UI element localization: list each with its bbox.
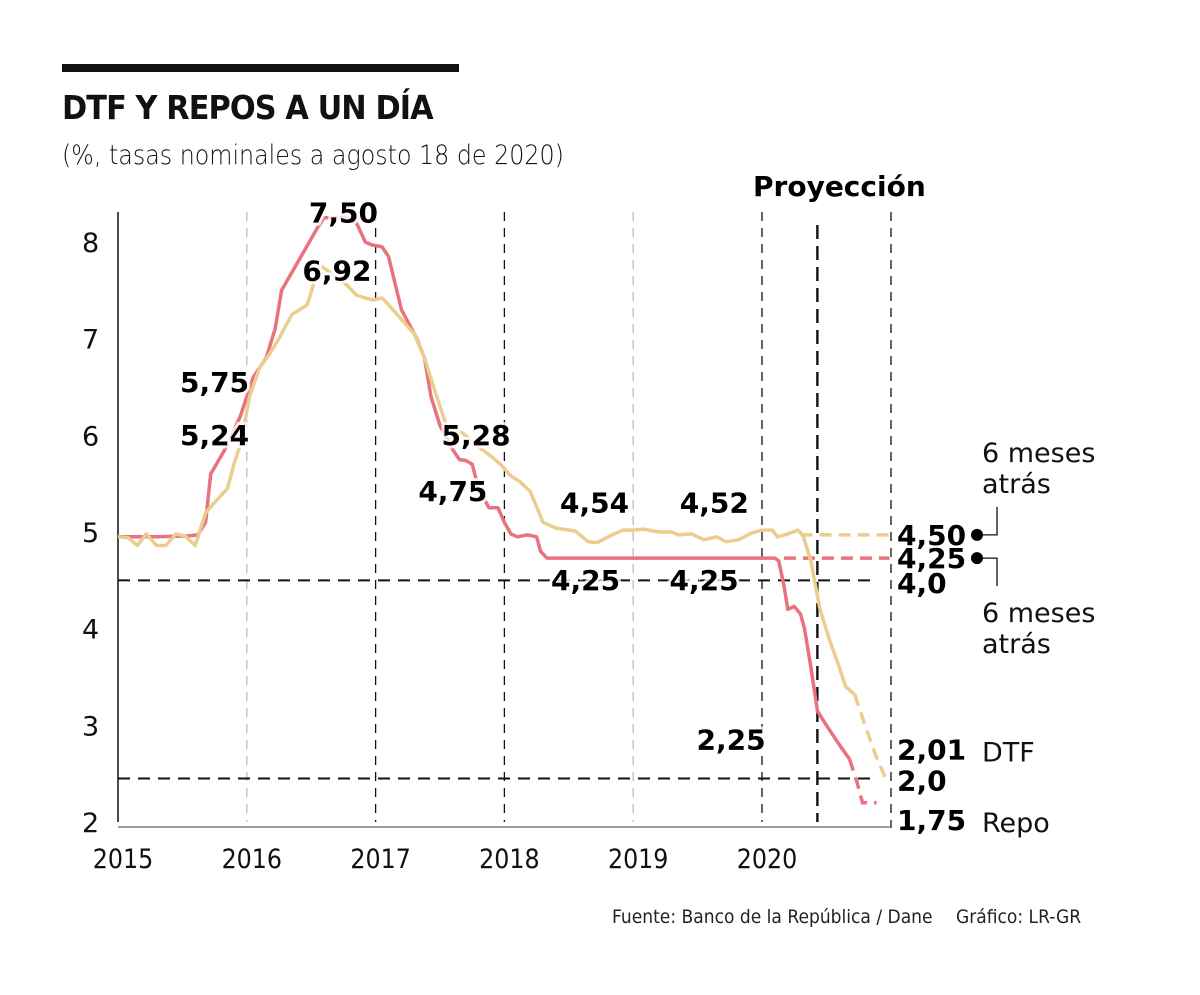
- y-tick-label: 8: [82, 228, 99, 259]
- end-value-label: 4,50: [897, 519, 966, 552]
- y-tick-label: 2: [82, 808, 99, 839]
- note-text: 6 meses: [982, 598, 1095, 629]
- data-label: 6,92: [302, 255, 371, 288]
- data-label: 5,75: [180, 366, 249, 399]
- x-tick-label: 2020: [737, 843, 797, 875]
- x-tick-label: 2017: [350, 843, 410, 875]
- end-value-label: 4,25: [897, 542, 966, 575]
- repo-projection-line: [847, 758, 877, 805]
- source-note: Fuente: Banco de la República / Dane: [612, 906, 933, 928]
- data-label: 5,28: [442, 419, 511, 452]
- series-lines: [117, 216, 890, 805]
- data-label: 4,25: [669, 564, 738, 597]
- note-text: atrás: [982, 469, 1051, 500]
- chart-title: DTF Y REPOS A UN DÍA: [62, 88, 434, 127]
- annotations: 7,50 6,92 5,75 5,24 5,28 4,75 4,54 4,52 4,25 4,25…: [177, 194, 769, 760]
- chart-subtitle: (%, tasas nominales a agosto 18 de 2020): [62, 140, 564, 171]
- end-value-label: 4,0: [897, 567, 947, 600]
- note-connector: [983, 506, 998, 536]
- dtf-projection-line: [853, 693, 888, 780]
- data-label: 4,25: [551, 564, 620, 597]
- data-label: 4,54: [560, 487, 629, 520]
- x-tick-label: 2019: [608, 843, 668, 875]
- footer: Fuente: Banco de la República / Dane Gráf…: [612, 906, 1105, 928]
- note-text: 6 meses: [982, 438, 1095, 469]
- title-rule: [62, 64, 459, 72]
- data-label: 7,50: [309, 197, 378, 230]
- y-tick-label: 5: [82, 518, 99, 549]
- x-tick-label: 2015: [93, 843, 153, 875]
- y-tick-label: 6: [82, 421, 99, 452]
- end-value-label: 2,01: [897, 733, 966, 766]
- end-value-label: 1,75: [897, 804, 966, 837]
- dtf-line: [117, 264, 856, 696]
- data-label: 4,52: [680, 487, 749, 520]
- legend-repo: Repo: [982, 808, 1050, 839]
- axes: 2015 2016 2017 2018 2019 2020 2 3 4 5 6 7 8: [82, 212, 891, 874]
- grid-layer: [246, 212, 892, 828]
- y-tick-label: 4: [82, 615, 99, 646]
- end-value-label: 2,0: [897, 764, 947, 797]
- x-tick-label: 2018: [479, 843, 539, 875]
- legend-dtf: DTF: [982, 737, 1035, 768]
- x-tick-label: 2016: [222, 843, 282, 875]
- data-label: 5,24: [180, 419, 249, 452]
- note-connector: [983, 557, 998, 587]
- projection-label: Proyección: [753, 170, 926, 203]
- credit-note: Gráfico: LR-GR: [955, 906, 1082, 928]
- y-tick-label: 7: [82, 325, 99, 356]
- y-tick-label: 3: [82, 711, 99, 742]
- marker-dot: [971, 552, 983, 565]
- data-label: 2,25: [697, 723, 766, 756]
- note-text: atrás: [982, 629, 1051, 660]
- data-label: 4,75: [418, 475, 487, 508]
- marker-dot: [971, 528, 983, 541]
- reference-lines: [118, 579, 878, 780]
